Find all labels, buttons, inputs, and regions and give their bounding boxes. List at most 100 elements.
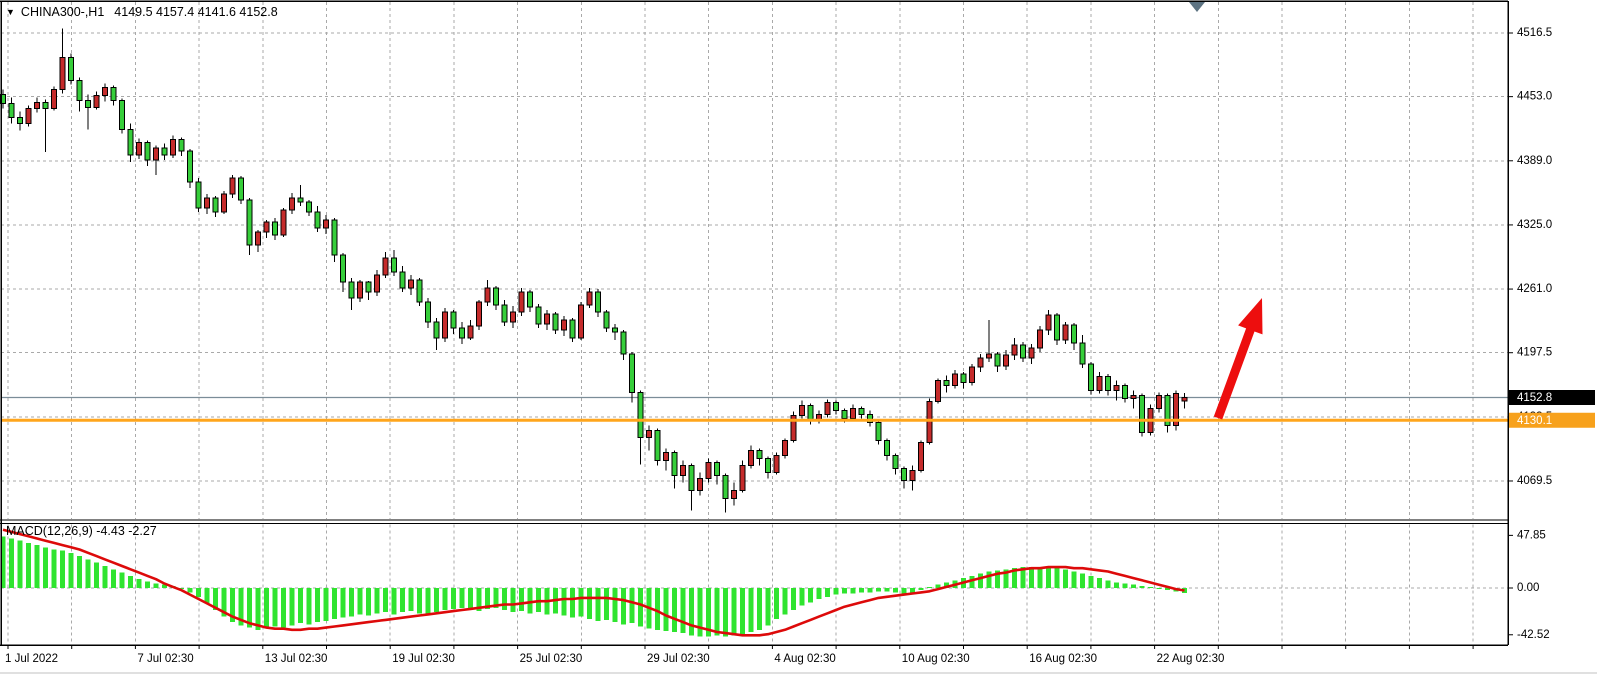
candle	[289, 197, 295, 211]
candle	[535, 306, 542, 325]
macd-bar	[281, 588, 286, 628]
candle	[569, 319, 576, 339]
macd-bar	[680, 588, 686, 634]
macd-bar	[102, 566, 108, 588]
candle	[518, 291, 525, 313]
macd-bar	[272, 588, 278, 627]
macd-bar	[791, 588, 796, 610]
macd-bar	[306, 588, 312, 625]
candle	[1173, 392, 1179, 426]
candle	[994, 353, 1001, 367]
svg-text:4453.0: 4453.0	[1517, 91, 1552, 103]
macd-bar	[825, 588, 830, 597]
candle	[433, 321, 440, 339]
support-price-label-box	[1509, 412, 1595, 428]
candle	[926, 400, 933, 443]
gridlines	[1, 2, 1508, 644]
candle	[748, 449, 754, 466]
svg-text:10 Aug 02:30: 10 Aug 02:30	[902, 653, 970, 665]
candle	[297, 197, 304, 203]
candle	[790, 414, 797, 441]
macd-bar	[374, 588, 380, 614]
candle	[467, 325, 474, 339]
macd-bar	[340, 588, 346, 618]
svg-text:4516.5: 4516.5	[1517, 27, 1552, 39]
macd-signal-line	[2, 528, 1185, 637]
macd-bar	[289, 588, 295, 626]
macd-bar	[1037, 568, 1043, 588]
scroll-marker-icon[interactable]	[1189, 2, 1205, 12]
svg-text:47.85: 47.85	[1517, 529, 1546, 541]
macd-indicator-label: MACD(12,26,9) -4.43 -2.27	[6, 524, 157, 538]
macd-bar	[978, 573, 983, 588]
candle	[969, 366, 975, 383]
macd-bar	[876, 588, 881, 592]
candle	[493, 287, 499, 306]
macd-bar	[1063, 569, 1068, 588]
macd-bar	[1148, 586, 1153, 588]
symbol-period-label: CHINA300-,H1	[20, 5, 105, 19]
macd-bar	[34, 545, 40, 588]
macd-bar	[570, 588, 575, 618]
candle	[340, 254, 346, 283]
candle	[833, 401, 839, 411]
macd-bar	[323, 588, 329, 621]
candle	[867, 413, 873, 423]
candle	[1079, 342, 1086, 365]
macd-bar	[68, 552, 74, 588]
candle	[263, 221, 270, 233]
candle	[1113, 384, 1120, 391]
macd-bar	[315, 588, 320, 623]
candle	[680, 464, 686, 476]
candle	[42, 102, 49, 110]
macd-bar	[9, 538, 14, 588]
macd-bar	[774, 588, 779, 619]
candle	[365, 281, 372, 293]
macd-bar	[468, 588, 473, 610]
candle	[314, 211, 321, 229]
candle	[119, 100, 125, 131]
macd-bar	[1105, 580, 1111, 588]
candle	[918, 441, 924, 471]
macd-bar	[221, 588, 227, 617]
macd-bar	[264, 588, 269, 629]
macd-bar	[1020, 567, 1026, 588]
macd-bar	[391, 588, 397, 615]
candle	[901, 467, 907, 481]
macd-bar	[136, 579, 142, 588]
candle	[153, 147, 159, 161]
macd-bar	[884, 588, 890, 592]
macd-bar	[697, 588, 703, 637]
candle	[8, 103, 15, 119]
candle	[17, 117, 23, 125]
macd-bar	[808, 588, 813, 603]
candle	[1139, 394, 1145, 433]
macd-bar	[153, 583, 159, 588]
symbol-dropdown-icon[interactable]: ▼	[6, 6, 15, 17]
macd-bar	[111, 569, 116, 588]
candle	[161, 147, 168, 156]
candle	[1062, 324, 1069, 341]
up-arrow-annotation[interactable]	[1213, 298, 1263, 420]
candle	[59, 57, 66, 91]
svg-text:4 Aug 02:30: 4 Aug 02:30	[774, 653, 835, 665]
candle	[595, 291, 601, 313]
macd-bar	[247, 588, 252, 628]
macd-bar	[1054, 568, 1060, 588]
candle	[850, 407, 856, 419]
svg-text:4152.8: 4152.8	[1517, 392, 1552, 404]
macd-bar	[238, 588, 244, 626]
price-axis: 4516.54453.04389.04325.04261.04197.54133…	[1508, 27, 1595, 641]
macd-bar	[60, 550, 65, 588]
svg-text:4197.5: 4197.5	[1517, 347, 1552, 359]
candle	[688, 464, 695, 492]
candle	[1020, 344, 1026, 359]
macd-bar	[213, 588, 218, 610]
macd-bar	[357, 588, 363, 615]
macd-bar	[1003, 569, 1009, 588]
macd-bar	[918, 588, 924, 591]
macd-bar	[833, 588, 839, 595]
candle	[238, 177, 244, 201]
